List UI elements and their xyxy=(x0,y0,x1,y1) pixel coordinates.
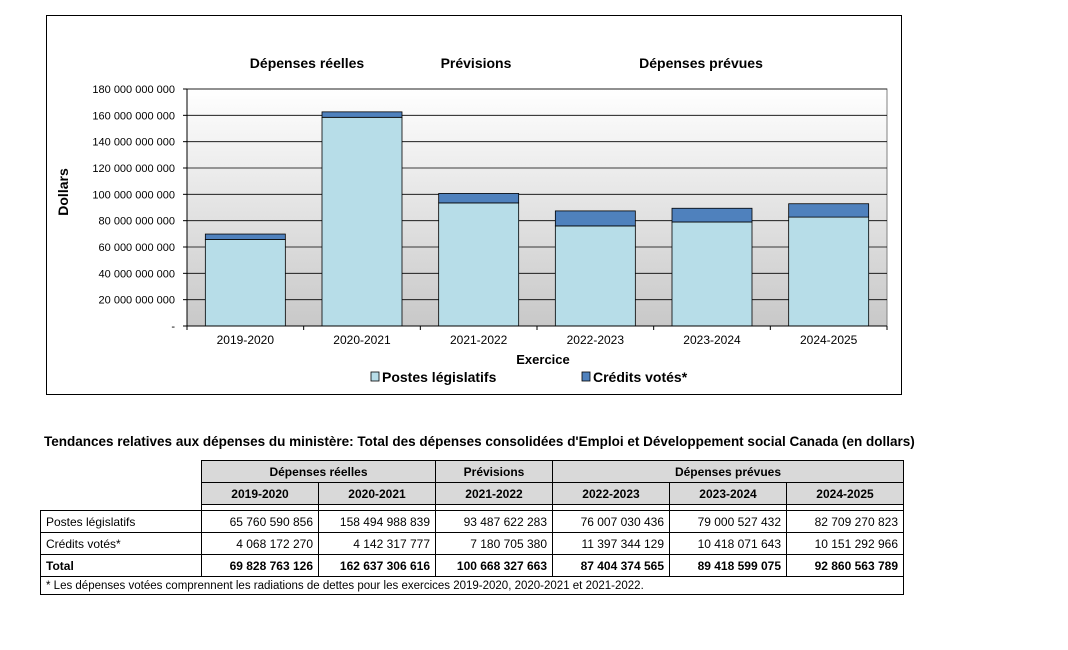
y-tick-label: 180 000 000 000 xyxy=(92,84,175,96)
group-label-planned: Dépenses prévues xyxy=(639,55,763,71)
y-tick-label: 80 000 000 000 xyxy=(99,216,175,228)
bar-voted-2021-2022 xyxy=(438,193,520,204)
x-axis-title: Exercice xyxy=(516,352,570,367)
table-footnote: * Les dépenses votées comprennent les ra… xyxy=(40,576,904,595)
y-tick-label: 20 000 000 000 xyxy=(99,295,175,307)
bar-voted-2022-2023 xyxy=(554,210,636,227)
bar-statutory-2022-2023 xyxy=(554,225,636,327)
header-year: 2019-2020 xyxy=(201,482,319,505)
x-tick-label: 2020-2021 xyxy=(333,333,391,347)
cell-value: 162 637 306 616 xyxy=(318,554,436,577)
group-label-actual: Dépenses réelles xyxy=(250,55,365,71)
y-tick-label: 40 000 000 000 xyxy=(99,268,175,280)
legend-label-statutory: Postes législatifs xyxy=(382,369,497,385)
bar-statutory-2019-2020 xyxy=(204,239,286,327)
group-label-forecast: Prévisions xyxy=(441,55,512,71)
legend-label-voted: Crédits votés* xyxy=(593,369,688,385)
y-axis-title: Dollars xyxy=(55,168,71,216)
bar-voted-2020-2021 xyxy=(321,111,403,118)
legend-swatch-statutory xyxy=(370,371,380,382)
x-tick-label: 2019-2020 xyxy=(217,333,275,347)
cell-value: 69 828 763 126 xyxy=(201,554,319,577)
row-label-voted: Crédits votés* xyxy=(40,532,202,555)
cell-value: 79 000 527 432 xyxy=(669,510,787,533)
y-tick-label: 60 000 000 000 xyxy=(99,242,175,254)
spending-chart: - 20 000 000 000 40 000 000 000 60 000 000 … xyxy=(55,55,888,385)
cell-value: 82 709 270 823 xyxy=(786,510,904,533)
table-title: Tendances relatives aux dépenses du mini… xyxy=(44,434,915,449)
row-label-statutory: Postes législatifs xyxy=(40,510,202,533)
bar-statutory-2024-2025 xyxy=(788,216,870,327)
spending-table: Dépenses réelles Prévisions Dépenses pré… xyxy=(40,460,904,595)
header-group-planned: Dépenses prévues xyxy=(552,460,904,483)
table-row-total: Total 69 828 763 126 162 637 306 616 100… xyxy=(40,554,904,577)
header-year: 2023-2024 xyxy=(669,482,787,505)
y-tick-label: 120 000 000 000 xyxy=(92,163,175,175)
plot-area xyxy=(186,88,888,327)
cell-value: 4 142 317 777 xyxy=(318,532,436,555)
y-tick-label: - xyxy=(171,321,175,333)
row-label-total: Total xyxy=(40,554,202,577)
chart-container: - 20 000 000 000 40 000 000 000 60 000 000 … xyxy=(46,15,902,395)
bar-statutory-2021-2022 xyxy=(438,202,520,327)
header-year: 2022-2023 xyxy=(552,482,670,505)
y-tick-label: 140 000 000 000 xyxy=(92,137,175,149)
header-year: 2020-2021 xyxy=(318,482,436,505)
cell-value: 4 068 172 270 xyxy=(201,532,319,555)
bar-statutory-2023-2024 xyxy=(671,221,753,327)
bar-voted-2023-2024 xyxy=(671,207,753,223)
cell-value: 100 668 327 663 xyxy=(435,554,553,577)
cell-value: 158 494 988 839 xyxy=(318,510,436,533)
bar-voted-2019-2020 xyxy=(204,233,286,240)
cell-value: 11 397 344 129 xyxy=(552,532,670,555)
cell-value: 65 760 590 856 xyxy=(201,510,319,533)
cell-value: 92 860 563 789 xyxy=(786,554,904,577)
legend-swatch-voted xyxy=(581,371,591,382)
header-year: 2021-2022 xyxy=(435,482,553,505)
header-year: 2024-2025 xyxy=(786,482,904,505)
x-tick-label: 2023-2024 xyxy=(683,333,741,347)
header-group-forecast: Prévisions xyxy=(435,460,553,483)
y-tick-label: 160 000 000 000 xyxy=(92,110,175,122)
cell-value: 10 151 292 966 xyxy=(786,532,904,555)
cell-value: 7 180 705 380 xyxy=(435,532,553,555)
table-row: Crédits votés* 4 068 172 270 4 142 317 7… xyxy=(40,532,904,555)
cell-value: 89 418 599 075 xyxy=(669,554,787,577)
cell-value: 87 404 374 565 xyxy=(552,554,670,577)
y-tick-label: 100 000 000 000 xyxy=(92,189,175,201)
cell-value: 76 007 030 436 xyxy=(552,510,670,533)
table-row: Postes législatifs 65 760 590 856 158 49… xyxy=(40,510,904,533)
bar-statutory-2020-2021 xyxy=(321,116,403,327)
x-tick-label: 2021-2022 xyxy=(450,333,508,347)
header-group-actual: Dépenses réelles xyxy=(201,460,436,483)
x-tick-label: 2024-2025 xyxy=(800,333,858,347)
cell-value: 10 418 071 643 xyxy=(669,532,787,555)
bar-voted-2024-2025 xyxy=(788,203,870,218)
cell-value: 93 487 622 283 xyxy=(435,510,553,533)
x-tick-label: 2022-2023 xyxy=(567,333,625,347)
